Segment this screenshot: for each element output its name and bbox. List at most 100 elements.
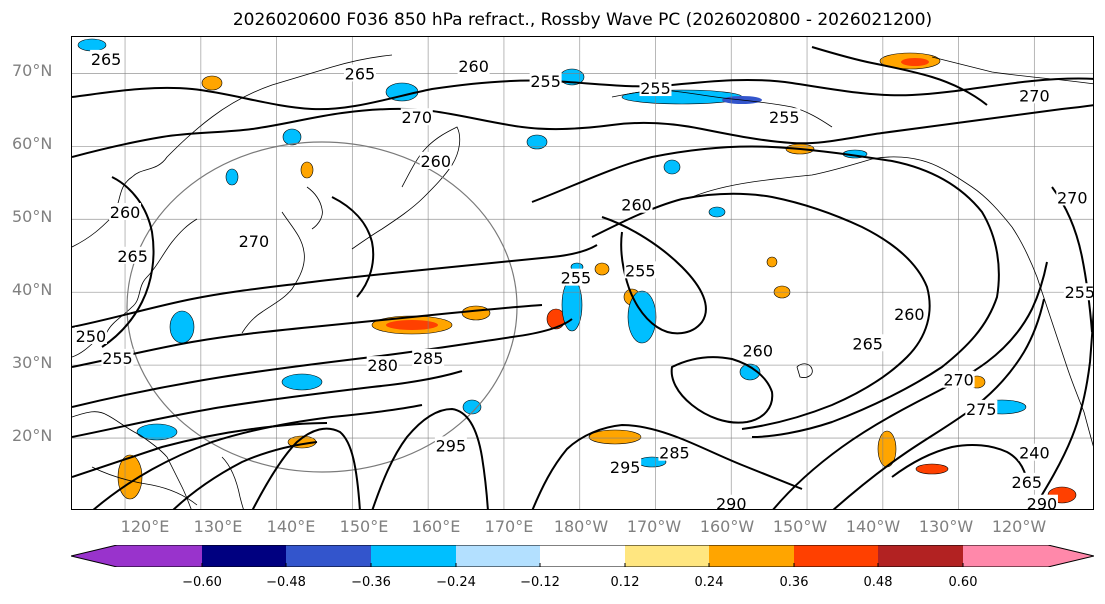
contour-label: 290	[716, 495, 747, 510]
lon-label-120w: 120°W	[991, 517, 1047, 536]
coastline-se-asia	[221, 456, 244, 509]
shade-patch	[766, 256, 778, 268]
contour-line	[172, 441, 318, 509]
contour-label-background	[1018, 443, 1051, 461]
shade-patch	[281, 373, 323, 391]
contour-line	[531, 145, 1000, 438]
shade-patch	[169, 310, 195, 344]
contour-line	[72, 104, 1093, 158]
contour-label-background	[237, 232, 270, 250]
lat-label-40n: 40°N	[12, 280, 53, 299]
contour-labels: 265 265 260 255 255 270 260 255 270 260 260 265 270 2…	[74, 49, 1093, 510]
contour-label: 240	[1019, 444, 1050, 463]
contour-line	[72, 77, 1093, 111]
shade-patch	[627, 290, 657, 344]
colorbar-segment	[625, 545, 709, 567]
contour-line	[92, 404, 423, 509]
lon-label-180w: 180°W	[553, 517, 609, 536]
contour-label-background	[768, 108, 801, 126]
contour-label: 265	[91, 50, 122, 69]
contour-label: 255	[561, 269, 592, 288]
contour-label-background	[624, 261, 657, 279]
colorbar-tick-label: 0.24	[694, 575, 724, 590]
contour-label-background	[1018, 86, 1051, 104]
shade-patch	[526, 134, 548, 150]
contour-label-background	[559, 268, 592, 286]
shade-patch	[462, 399, 482, 415]
contour-label: 265	[852, 334, 883, 353]
contour-label: 285	[413, 349, 444, 368]
lat-label-30n: 30°N	[12, 353, 53, 372]
shade-patch	[594, 262, 610, 276]
colorbar-segment	[794, 545, 878, 567]
contour-label-background	[639, 79, 672, 97]
contour-line	[72, 318, 573, 408]
contour-label-background	[109, 203, 142, 221]
contour-label-background	[400, 108, 433, 126]
contour-label: 285	[659, 444, 690, 463]
contour-line	[601, 216, 707, 335]
contour-label-background	[343, 64, 376, 82]
lon-label-120e: 120°E	[120, 517, 170, 536]
colorbar-segment	[117, 545, 202, 567]
shade-patch	[739, 363, 761, 381]
shade-patch	[663, 159, 681, 175]
colorbar-tick-label: 0.60	[948, 575, 978, 590]
contour-label: 290	[1027, 495, 1058, 510]
contour-label-background	[893, 305, 926, 323]
contour-label: 255	[640, 79, 671, 98]
contour-line	[72, 244, 598, 328]
colorbar-segment	[963, 545, 1048, 567]
shade-patch	[915, 463, 949, 475]
contour-label: 270	[1057, 188, 1088, 207]
lon-label-160e: 160°E	[411, 517, 461, 536]
contour-line	[251, 427, 361, 509]
contour-line	[1051, 186, 1093, 333]
contour-label-background	[434, 436, 467, 454]
colorbar-tick-label: 0.36	[779, 575, 809, 590]
colorbar	[71, 545, 1094, 567]
map-canvas: 265 265 260 255 255 270 260 255 270 260 260 265 270 2…	[72, 37, 1093, 510]
colorbar-segment	[540, 545, 625, 567]
map-title: 2026020600 F036 850 hPa refract., Rossby…	[232, 10, 933, 30]
shade-patch	[588, 429, 642, 445]
contour-label-background	[1010, 472, 1043, 490]
contour-label-background	[658, 443, 691, 461]
lon-label-130w: 130°W	[918, 517, 974, 536]
contour-label-background	[101, 348, 134, 366]
contour-label: 260	[743, 342, 774, 361]
colorbar-segment	[878, 545, 963, 567]
map-panel: 265 265 260 255 255 270 260 255 270 260 260 265 270 2…	[71, 36, 1094, 510]
coastline-north-america	[931, 56, 1093, 85]
contour-line	[72, 422, 328, 478]
shade-patch	[136, 423, 178, 441]
contour-label: 260	[110, 203, 141, 222]
contour-label: 255	[530, 72, 561, 91]
coastlines	[72, 54, 1093, 509]
contour-label: 260	[458, 57, 489, 76]
lon-label-140e: 140°E	[266, 517, 316, 536]
contour-label: 255	[625, 261, 656, 280]
colorbar-segment	[286, 545, 371, 567]
colorbar-segment	[709, 545, 794, 567]
contour-label: 260	[420, 152, 451, 171]
colorbar-tick-label: −0.24	[436, 575, 476, 590]
contour-line	[72, 304, 543, 368]
shade-patch	[461, 305, 491, 321]
contour-label-background	[457, 57, 490, 75]
contour-label-background	[851, 334, 884, 352]
contour-label: 265	[345, 64, 376, 83]
lat-label-60n: 60°N	[12, 134, 53, 153]
colorbar-tick-label: 0.12	[610, 575, 640, 590]
contour-line	[772, 261, 1048, 509]
contour-line	[891, 443, 1028, 488]
contour-label-background	[529, 71, 562, 89]
coastline-hawaii	[796, 363, 813, 378]
colorbar-segment	[456, 545, 540, 567]
lat-label-50n: 50°N	[12, 207, 53, 226]
colorbar-segments	[71, 545, 1094, 567]
contour-label: 295	[436, 436, 467, 455]
contour-label: 255	[769, 108, 800, 127]
shade-patch	[901, 58, 929, 66]
colorbar-tick-label: −0.12	[520, 575, 560, 590]
